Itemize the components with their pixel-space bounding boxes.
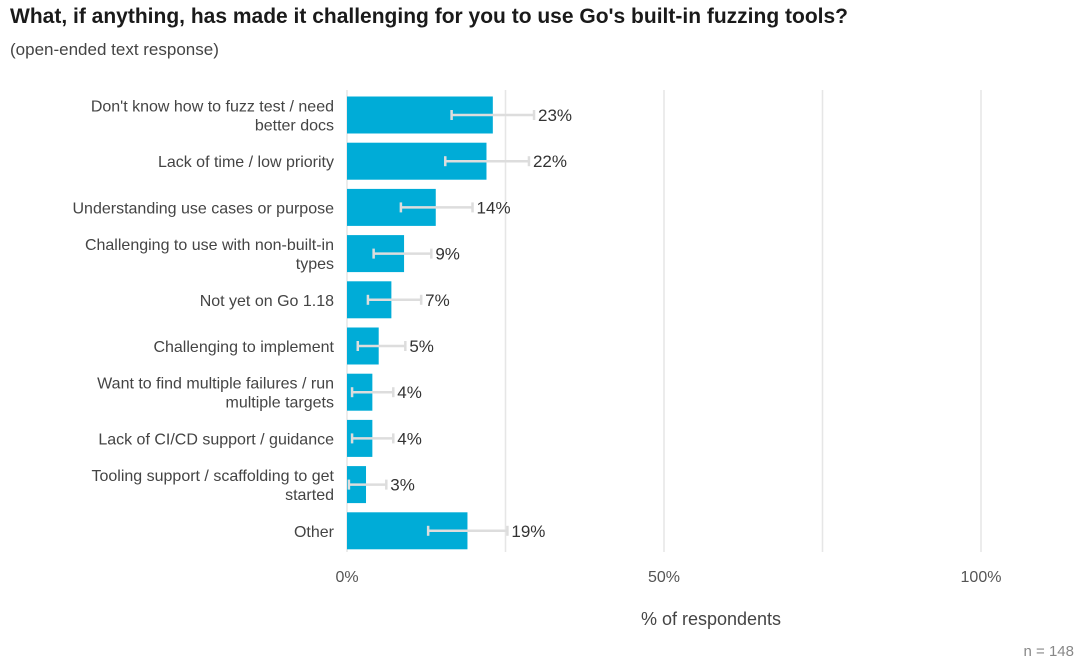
category-labels: Don't know how to fuzz test / need better… — [73, 99, 335, 541]
value-label: 7% — [425, 291, 450, 310]
value-label: 23% — [538, 106, 572, 125]
category-label-line: Lack of time / low priority — [158, 154, 334, 171]
category-label-line: Understanding use cases or purpose — [73, 200, 335, 217]
category-label-line: better docs — [255, 118, 334, 135]
category-label-line: Tooling support / scaffolding to get — [91, 468, 334, 485]
category-label-line: Lack of CI/CD support / guidance — [98, 431, 334, 448]
x-tick-label: 0% — [335, 569, 358, 586]
category-label-line: Challenging to use with non-built-in — [85, 237, 334, 254]
bars — [347, 96, 493, 550]
category-label: Not yet on Go 1.18 — [200, 293, 334, 310]
chart-subtitle: (open-ended text response) — [10, 40, 219, 59]
error-bars — [347, 110, 536, 536]
x-axis-title: % of respondents — [641, 609, 781, 629]
category-label-line: Other — [294, 524, 335, 541]
value-labels: 23% 22% 14% 9% 7% 5% 4% 4% 3% 19% — [390, 106, 572, 541]
category-label-line: Challenging to implement — [153, 339, 334, 356]
value-label: 5% — [409, 337, 434, 356]
category-label: Tooling support / scaffolding to get star… — [91, 468, 334, 504]
category-label: Want to find multiple failures / run mult… — [97, 376, 334, 412]
category-label-line: Not yet on Go 1.18 — [200, 293, 334, 310]
value-label: 14% — [477, 198, 511, 217]
value-label: 19% — [511, 522, 545, 541]
category-label-line: Don't know how to fuzz test / need — [91, 99, 334, 116]
x-axis-ticks: 0% 50% 100% — [335, 569, 1001, 586]
value-label: 4% — [397, 383, 422, 402]
value-label: 3% — [390, 476, 415, 495]
category-label: Lack of time / low priority — [158, 154, 334, 171]
category-label-line: started — [285, 487, 334, 504]
category-label: Challenging to implement — [153, 339, 334, 356]
chart-title: What, if anything, has made it challengi… — [10, 5, 848, 28]
category-label: Other — [294, 524, 335, 541]
value-label: 22% — [533, 152, 567, 171]
category-label: Don't know how to fuzz test / need better… — [91, 99, 334, 135]
category-label-line: types — [296, 256, 334, 273]
category-label: Lack of CI/CD support / guidance — [98, 431, 334, 448]
category-label-line: Want to find multiple failures / run — [97, 376, 334, 393]
value-label: 9% — [435, 245, 460, 264]
x-tick-label: 50% — [648, 569, 680, 586]
category-label: Challenging to use with non-built-in type… — [85, 237, 334, 273]
category-label-line: multiple targets — [226, 395, 335, 412]
category-label: Understanding use cases or purpose — [73, 200, 335, 217]
value-label: 4% — [397, 429, 422, 448]
sample-size-label: n = 148 — [1024, 643, 1074, 660]
x-tick-label: 100% — [961, 569, 1002, 586]
